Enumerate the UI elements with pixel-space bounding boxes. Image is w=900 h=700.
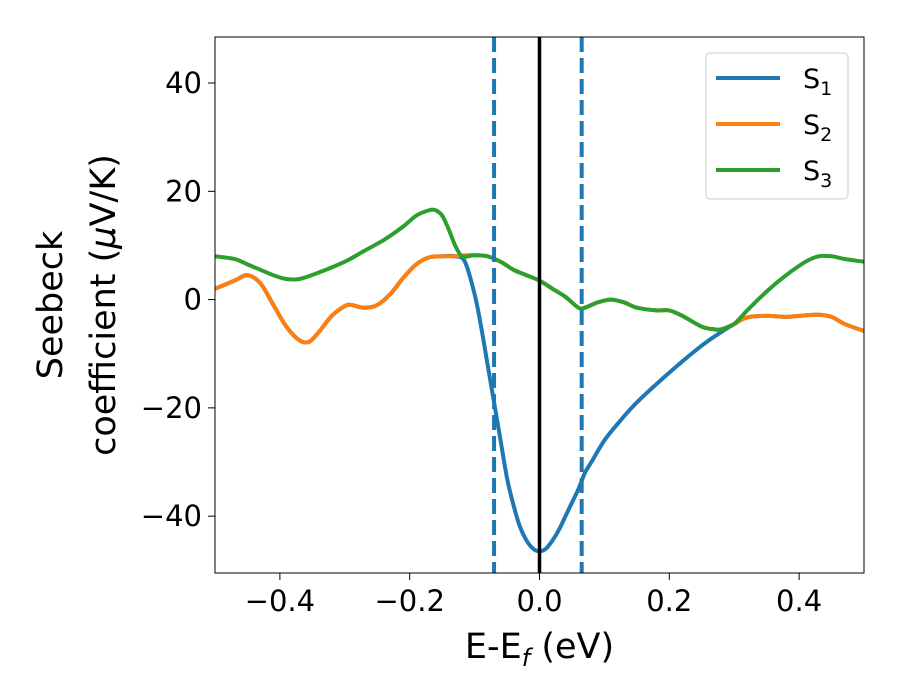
x-axis-label-main: E-E bbox=[465, 627, 522, 667]
legend-label-1: S1 bbox=[803, 64, 832, 100]
x-tick-label: 0.4 bbox=[776, 584, 822, 618]
x-axis-label: E-Ef (eV) bbox=[465, 627, 614, 672]
legend-label-3: S3 bbox=[803, 156, 832, 192]
y-axis-label-line2: coefficient (μV/K) bbox=[84, 154, 124, 456]
legend-label-2: S2 bbox=[803, 110, 832, 146]
y-tick-label: −40 bbox=[141, 499, 202, 533]
x-tick-label: 0.0 bbox=[516, 584, 562, 618]
series-layer bbox=[215, 207, 864, 554]
x-tick-label: 0.2 bbox=[646, 584, 692, 618]
x-tick-label: −0.4 bbox=[245, 584, 315, 618]
x-tick-label: −0.2 bbox=[374, 584, 444, 618]
y-tick-label: 40 bbox=[165, 66, 202, 100]
series-line-3 bbox=[215, 207, 864, 332]
y-tick-label: 0 bbox=[184, 283, 202, 317]
tick-layer: −0.4 −0.2 0.0 0.2 0.4 −40 −20 0 20 40 bbox=[141, 66, 822, 618]
legend: S1 S2 S3 bbox=[705, 52, 849, 200]
y-tick-label: 20 bbox=[165, 174, 202, 208]
y-axis-label-text: coefficient ( bbox=[84, 249, 124, 456]
y-axis-label: Seebeck coefficient (μV/K) bbox=[31, 154, 124, 456]
vline-layer bbox=[492, 37, 584, 573]
y-axis-label-line1: Seebeck bbox=[31, 230, 71, 379]
y-axis-label-unit: V/K) bbox=[84, 154, 124, 226]
y-tick-label: −20 bbox=[141, 391, 202, 425]
y-axis-label-mu: μ bbox=[84, 226, 124, 249]
x-axis-label-unit: (eV) bbox=[530, 627, 614, 667]
legend-items: S1 S2 S3 bbox=[716, 64, 832, 192]
